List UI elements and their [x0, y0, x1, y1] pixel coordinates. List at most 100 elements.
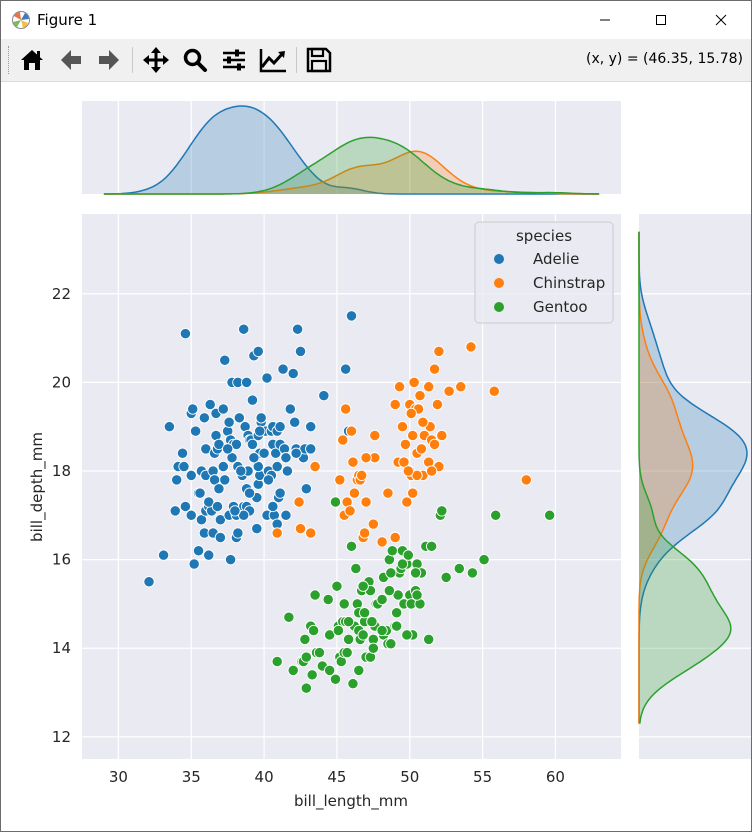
maximize-button[interactable]: [631, 1, 691, 39]
scatter-point-adelie: [204, 398, 216, 411]
scatter-point-chinstrap: [417, 416, 429, 428]
scatter-point-adelie: [305, 421, 317, 433]
scatter-point-gentoo: [329, 673, 342, 685]
scatter-point-gentoo: [350, 562, 362, 575]
scatter-point-gentoo: [401, 629, 413, 641]
scatter-point-adelie: [219, 474, 231, 486]
scatter-point-gentoo: [342, 615, 355, 628]
scatter-point-chinstrap: [465, 341, 477, 353]
scatter-point-chinstrap: [428, 438, 441, 451]
scatter-point-gentoo: [391, 607, 403, 619]
scatter-point-adelie: [213, 438, 225, 451]
scatter-point-gentoo: [409, 567, 422, 579]
scatter-point-adelie: [157, 549, 170, 561]
scatter-point-adelie: [271, 460, 283, 473]
right-kde-fill-gentoo: [639, 231, 731, 724]
scatter-point-adelie: [252, 460, 264, 473]
edit-axes-button[interactable]: [257, 44, 289, 76]
scatter-point-gentoo: [436, 505, 448, 517]
scatter-point-adelie: [281, 465, 294, 477]
legend-title: species: [516, 227, 572, 245]
scatter-point-adelie: [214, 531, 227, 544]
scatter-point-gentoo: [385, 638, 397, 650]
scatter-point-adelie: [169, 505, 181, 517]
scatter-point-gentoo: [396, 558, 409, 570]
scatter-point-chinstrap: [401, 496, 413, 508]
minimize-button[interactable]: [575, 1, 635, 39]
scatter-point-adelie: [195, 514, 208, 526]
scatter-point-adelie: [274, 421, 286, 433]
scatter-point-adelie: [192, 545, 205, 557]
scatter-point-gentoo: [323, 629, 336, 641]
scatter-point-gentoo: [367, 642, 380, 654]
y-axis-label: bill_depth_mm: [28, 432, 47, 542]
x-tick-label: 40: [255, 768, 274, 786]
scatter-point-gentoo: [345, 540, 358, 552]
legend-label-chinstrap: Chinstrap: [533, 274, 605, 292]
scatter-point-gentoo: [357, 580, 369, 592]
scatter-point-adelie: [198, 412, 211, 424]
scatter-point-adelie: [254, 425, 266, 437]
scatter-point-adelie: [340, 363, 352, 375]
scatter-point-chinstrap: [431, 398, 444, 411]
x-tick-label: 45: [327, 768, 346, 786]
scatter-point-adelie: [251, 522, 263, 535]
scatter-point-gentoo: [323, 664, 336, 677]
scatter-point-gentoo: [366, 615, 378, 628]
scatter-point-adelie: [213, 483, 225, 495]
scatter-point-chinstrap: [389, 531, 401, 544]
figure-canvas[interactable]: 30 35 40 45 50 55 60 12 14 16 18 20 22 bill_length_…: [1, 82, 751, 831]
legend-label-gentoo: Gentoo: [533, 298, 588, 316]
scatter-point-gentoo: [338, 598, 350, 610]
scatter-point-chinstrap: [340, 403, 352, 415]
scatter-point-chinstrap: [402, 465, 414, 477]
scatter-point-adelie: [217, 460, 229, 473]
minimize-icon: [600, 19, 610, 21]
window-title: Figure 1: [37, 11, 98, 29]
pan-button[interactable]: [140, 44, 172, 76]
scatter-point-chinstrap: [393, 381, 406, 393]
scatter-point-adelie: [233, 412, 245, 424]
scatter-point-adelie: [238, 509, 250, 521]
scatter-point-adelie: [289, 416, 301, 428]
scatter-point-adelie: [176, 447, 189, 459]
scatter-point-gentoo: [392, 589, 404, 601]
scatter-point-adelie: [280, 452, 292, 464]
scatter-point-gentoo: [411, 589, 423, 601]
x-tick-label: 50: [400, 768, 419, 786]
scatter-point-chinstrap: [376, 536, 388, 548]
scatter-point-adelie: [224, 553, 237, 566]
matplotlib-logo-icon: [12, 11, 30, 29]
scatter-point-adelie: [211, 500, 224, 513]
save-button[interactable]: [303, 44, 335, 76]
cursor-coordinates: (x, y) = (46.35, 15.78): [585, 51, 743, 67]
scatter-point-chinstrap: [334, 474, 346, 486]
scatter-point-gentoo: [425, 540, 438, 552]
zoom-button[interactable]: [179, 44, 211, 76]
top-kde-fill-chinstrap: [103, 151, 600, 194]
scatter-point-adelie: [270, 447, 282, 459]
forward-button[interactable]: [93, 44, 125, 76]
scatter-point-chinstrap: [455, 381, 467, 393]
scatter-point-adelie: [163, 421, 176, 433]
scatter-point-gentoo: [332, 624, 345, 637]
scatter-point-adelie: [171, 474, 183, 486]
close-button[interactable]: [691, 1, 751, 39]
scatter-point-gentoo: [342, 633, 355, 646]
x-tick-label: 35: [182, 768, 201, 786]
configure-subplots-button[interactable]: [218, 44, 250, 76]
scatter-point-gentoo: [478, 553, 490, 566]
save-icon: [306, 47, 332, 73]
back-button[interactable]: [55, 44, 87, 76]
scatter-point-chinstrap: [309, 460, 321, 473]
scatter-point-adelie: [284, 403, 296, 415]
scatter-point-adelie: [280, 509, 292, 521]
scatter-point-adelie: [300, 483, 312, 495]
legend-marker-adelie: [494, 254, 504, 264]
right-kde-line-gentoo: [638, 231, 732, 724]
right-kde-line-chinstrap: [638, 231, 694, 724]
scatter-point-gentoo: [300, 651, 312, 663]
home-button[interactable]: [16, 44, 48, 76]
scatter-point-chinstrap: [348, 487, 361, 499]
